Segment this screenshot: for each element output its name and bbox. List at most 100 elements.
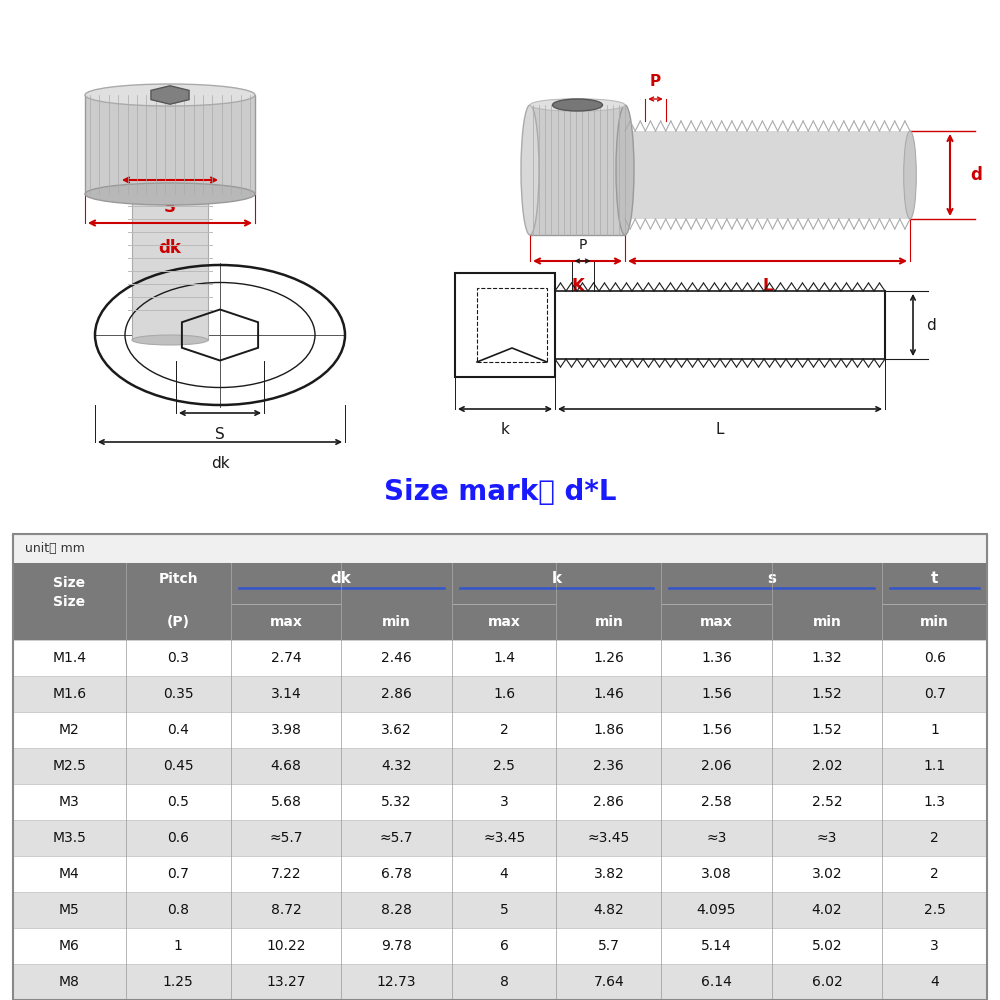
Text: 1.1: 1.1 — [924, 759, 946, 773]
Text: 7.64: 7.64 — [593, 975, 624, 989]
Text: 1.25: 1.25 — [163, 975, 194, 989]
Text: P: P — [650, 74, 661, 89]
Text: 1.56: 1.56 — [701, 723, 732, 737]
Text: 6.78: 6.78 — [381, 867, 412, 881]
Text: 1: 1 — [174, 939, 183, 953]
Text: min: min — [382, 615, 411, 629]
Bar — [13, 676, 987, 712]
Bar — [13, 784, 987, 820]
Text: Pitch: Pitch — [158, 572, 198, 586]
Text: 0.45: 0.45 — [163, 759, 194, 773]
Text: Size: Size — [53, 576, 86, 590]
Text: 2.5: 2.5 — [493, 759, 515, 773]
Text: 2.46: 2.46 — [381, 651, 412, 665]
Text: min: min — [594, 615, 623, 629]
Text: ≈5.7: ≈5.7 — [380, 831, 413, 845]
Text: 1.26: 1.26 — [593, 651, 624, 665]
Text: 4.32: 4.32 — [381, 759, 412, 773]
Text: 1.6: 1.6 — [493, 687, 515, 701]
Text: 2.86: 2.86 — [381, 687, 412, 701]
Text: 1.56: 1.56 — [701, 687, 732, 701]
Ellipse shape — [616, 105, 634, 235]
Text: 1.3: 1.3 — [924, 795, 946, 809]
Text: 0.5: 0.5 — [167, 795, 189, 809]
Text: ≈5.7: ≈5.7 — [269, 831, 303, 845]
Text: 1.52: 1.52 — [812, 687, 842, 701]
Text: d: d — [970, 166, 982, 184]
Text: 3.02: 3.02 — [812, 867, 842, 881]
Text: S: S — [215, 427, 225, 442]
Text: 3.98: 3.98 — [270, 723, 301, 737]
Text: dk: dk — [159, 239, 181, 257]
Ellipse shape — [530, 99, 625, 111]
Text: 2.74: 2.74 — [271, 651, 301, 665]
Text: 2.06: 2.06 — [701, 759, 732, 773]
Text: max: max — [700, 615, 733, 629]
Text: 0.6: 0.6 — [167, 831, 189, 845]
Text: t: t — [931, 571, 938, 586]
Text: (P): (P) — [167, 615, 190, 629]
Text: min: min — [920, 615, 949, 629]
Bar — [13, 892, 987, 928]
Text: 1.36: 1.36 — [701, 651, 732, 665]
Text: P: P — [578, 238, 587, 252]
Bar — [13, 640, 987, 676]
Bar — [477, 288, 547, 362]
Text: 0.7: 0.7 — [924, 687, 946, 701]
Text: unit： mm: unit： mm — [25, 542, 85, 555]
Text: k: k — [551, 571, 562, 586]
Text: M1.6: M1.6 — [52, 687, 87, 701]
Text: 2.02: 2.02 — [812, 759, 842, 773]
Ellipse shape — [904, 131, 916, 219]
Text: Size: Size — [53, 595, 86, 609]
Text: 4.095: 4.095 — [697, 903, 736, 917]
Text: Size mark： d*L: Size mark： d*L — [384, 478, 616, 506]
Text: 10.22: 10.22 — [266, 939, 306, 953]
Text: 2: 2 — [930, 867, 939, 881]
Bar — [13, 563, 987, 640]
Text: 4: 4 — [500, 867, 509, 881]
Text: M6: M6 — [59, 939, 80, 953]
Text: 2: 2 — [500, 723, 509, 737]
Ellipse shape — [85, 183, 255, 205]
Text: max: max — [269, 615, 302, 629]
Ellipse shape — [521, 105, 539, 235]
Text: 6.14: 6.14 — [701, 975, 732, 989]
Text: 8: 8 — [500, 975, 509, 989]
Text: s: s — [767, 571, 776, 586]
Text: 5.32: 5.32 — [381, 795, 412, 809]
Bar — [13, 712, 987, 748]
Text: min: min — [813, 615, 841, 629]
Text: d: d — [926, 318, 936, 332]
Text: 3: 3 — [500, 795, 509, 809]
Text: 3.14: 3.14 — [271, 687, 301, 701]
Text: M5: M5 — [59, 903, 80, 917]
Text: 3: 3 — [930, 939, 939, 953]
Text: 2.5: 2.5 — [924, 903, 946, 917]
Text: 1.46: 1.46 — [593, 687, 624, 701]
Text: ≈3.45: ≈3.45 — [483, 831, 525, 845]
Bar — [13, 534, 987, 563]
Text: M1.4: M1.4 — [52, 651, 86, 665]
Text: 3.82: 3.82 — [593, 867, 624, 881]
Text: M3: M3 — [59, 795, 80, 809]
Text: k: k — [501, 422, 509, 437]
Text: 2.52: 2.52 — [812, 795, 842, 809]
Polygon shape — [151, 86, 189, 104]
Text: 3.08: 3.08 — [701, 867, 732, 881]
Text: ≈3: ≈3 — [817, 831, 837, 845]
Text: 5.14: 5.14 — [701, 939, 732, 953]
Text: 4.82: 4.82 — [593, 903, 624, 917]
Ellipse shape — [552, 99, 602, 111]
Bar — [13, 856, 987, 892]
Text: 1.4: 1.4 — [493, 651, 515, 665]
Bar — [13, 748, 987, 784]
Bar — [13, 964, 987, 1000]
Text: dk: dk — [211, 456, 229, 471]
Text: M2: M2 — [59, 723, 80, 737]
Text: 0.35: 0.35 — [163, 687, 194, 701]
Text: 5.7: 5.7 — [598, 939, 620, 953]
Text: 5: 5 — [500, 903, 509, 917]
Polygon shape — [132, 194, 208, 340]
Text: 6.02: 6.02 — [812, 975, 842, 989]
